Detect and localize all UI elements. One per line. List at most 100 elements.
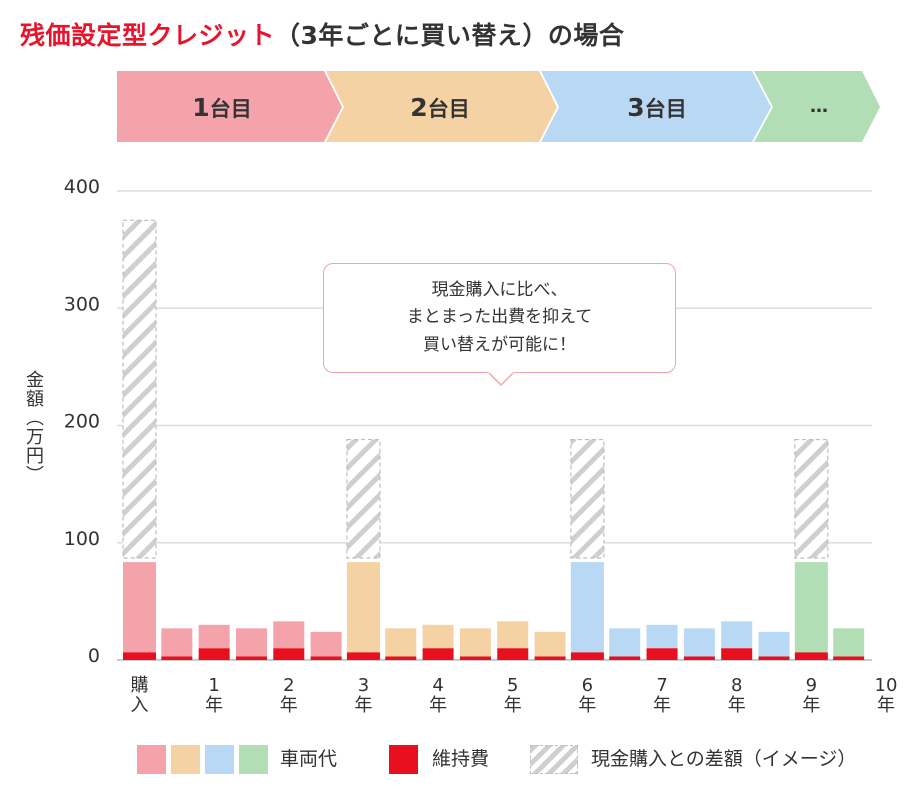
bar-vehicle-cost — [385, 628, 417, 657]
bar-vehicle-cost — [794, 562, 828, 653]
bar-vehicle-cost — [310, 631, 342, 657]
bar-vehicle-cost — [161, 628, 193, 657]
bar-group — [161, 628, 193, 660]
legend-swatch-car-4 — [239, 745, 268, 774]
banner-number: 3 — [627, 93, 644, 122]
bar-maintenance-cost — [794, 652, 828, 660]
x-tick-label-line: 年 — [280, 695, 298, 716]
x-tick-label: 6年 — [578, 675, 596, 716]
bar-maintenance-cost — [534, 656, 566, 660]
bar-vehicle-cost — [758, 631, 790, 657]
bar-maintenance-cost — [273, 648, 305, 660]
x-tick-label-line: 7 — [656, 675, 667, 696]
x-tick-label-line: 年 — [728, 695, 746, 716]
y-tick-label: 200 — [64, 411, 100, 433]
bar-group — [833, 628, 865, 660]
legend-label-difference: 現金購入との差額（イメージ） — [591, 748, 857, 770]
bar-group — [122, 219, 157, 660]
callout-tail — [488, 372, 514, 387]
bar-maintenance-cost — [123, 652, 156, 660]
x-tick-label: 10年 — [875, 675, 898, 716]
bar-group — [758, 631, 790, 660]
x-tick-label-line: 5 — [507, 675, 518, 696]
title-highlight: 残価設定型クレジット — [20, 21, 276, 50]
callout-line: 買い替えが可能に！ — [423, 334, 576, 355]
bar-maintenance-cost — [310, 656, 342, 660]
y-tick-label: 0 — [88, 645, 100, 667]
bar-maintenance-cost — [385, 656, 417, 660]
y-tick-label: 100 — [64, 528, 100, 550]
legend-swatch-car-1 — [137, 745, 166, 774]
bar-group — [683, 628, 715, 660]
bar-maintenance-cost — [721, 648, 753, 660]
banner-suffix: 台目 — [210, 97, 252, 121]
x-tick-label-line: 2 — [283, 675, 294, 696]
car-generation-banner: 1台目 2台目 3台目 … — [117, 71, 880, 142]
legend-swatch-car-3 — [205, 745, 234, 774]
bar-group — [346, 438, 381, 660]
banner-number: 2 — [410, 93, 427, 122]
bar-cash-difference — [570, 438, 605, 559]
bar-group — [310, 631, 342, 660]
title-rest: （3年ごとに買い替え）の場合 — [275, 21, 625, 50]
banner-number: 1 — [192, 93, 209, 122]
x-tick-label-line: 年 — [354, 695, 372, 716]
bar-maintenance-cost — [346, 652, 380, 660]
legend-swatch-car-2 — [171, 745, 200, 774]
banner-number: … — [810, 96, 828, 117]
x-tick-label-line: 年 — [578, 695, 596, 716]
banner-label-car-1: 1台目 — [192, 93, 251, 122]
y-tick-label: 400 — [64, 176, 100, 198]
gridlines — [117, 190, 872, 661]
bar-maintenance-cost — [683, 656, 715, 660]
bar-vehicle-cost — [422, 624, 454, 649]
bar-vehicle-cost — [833, 628, 865, 657]
x-tick-label: 8年 — [728, 675, 746, 716]
bar-vehicle-cost — [235, 628, 267, 657]
x-tick-label-line: 4 — [432, 675, 443, 696]
bar-group — [459, 628, 491, 660]
bar-maintenance-cost — [161, 656, 193, 660]
bar-group — [534, 631, 566, 660]
callout-bubble: 現金購入に比べ、 まとまった出費を抑えて 買い替えが可能に！ — [323, 263, 676, 373]
banner-label-car-4: … — [810, 96, 828, 117]
bar-maintenance-cost — [758, 656, 790, 660]
bar-maintenance-cost — [570, 652, 604, 660]
bar-vehicle-cost — [497, 621, 529, 649]
bar-vehicle-cost — [123, 562, 156, 653]
x-tick-label-line: 購 — [131, 675, 149, 696]
callout-line: まとまった出費を抑えて — [406, 307, 593, 328]
x-tick-label: 3年 — [354, 675, 372, 716]
bar-vehicle-cost — [609, 628, 641, 657]
x-tick-label: 7年 — [653, 675, 671, 716]
bar-vehicle-cost — [459, 628, 491, 657]
chart-title: 残価設定型クレジット（3年ごとに買い替え）の場合 — [20, 19, 624, 53]
bar-vehicle-cost — [346, 562, 380, 653]
x-tick-label: 5年 — [504, 675, 522, 716]
bar-group — [721, 621, 753, 660]
legend-swatch-maintenance — [389, 745, 418, 774]
bar-group — [422, 624, 454, 660]
bar-vehicle-cost — [683, 628, 715, 657]
bar-maintenance-cost — [609, 656, 641, 660]
x-tick-label-line: 年 — [653, 695, 671, 716]
x-tick-label-line: 年 — [504, 695, 522, 716]
bar-group — [385, 628, 417, 660]
legend-swatch-difference — [530, 745, 578, 774]
bar-cash-difference — [122, 219, 157, 559]
x-tick-label-line: 3 — [358, 675, 369, 696]
bar-group — [497, 621, 529, 660]
x-tick-label: 購入 — [131, 675, 149, 716]
banner-suffix: 台目 — [645, 97, 687, 121]
bar-maintenance-cost — [235, 656, 267, 660]
x-tick-label-line: 年 — [205, 695, 223, 716]
callout-line: 現金購入に比べ、 — [431, 279, 568, 300]
bar-vehicle-cost — [198, 624, 230, 649]
bar-vehicle-cost — [273, 621, 305, 649]
bar-maintenance-cost — [459, 656, 491, 660]
y-axis-title: 金額（万円） — [23, 370, 44, 484]
banner-label-car-3: 3台目 — [627, 93, 686, 122]
bar-group — [609, 628, 641, 660]
